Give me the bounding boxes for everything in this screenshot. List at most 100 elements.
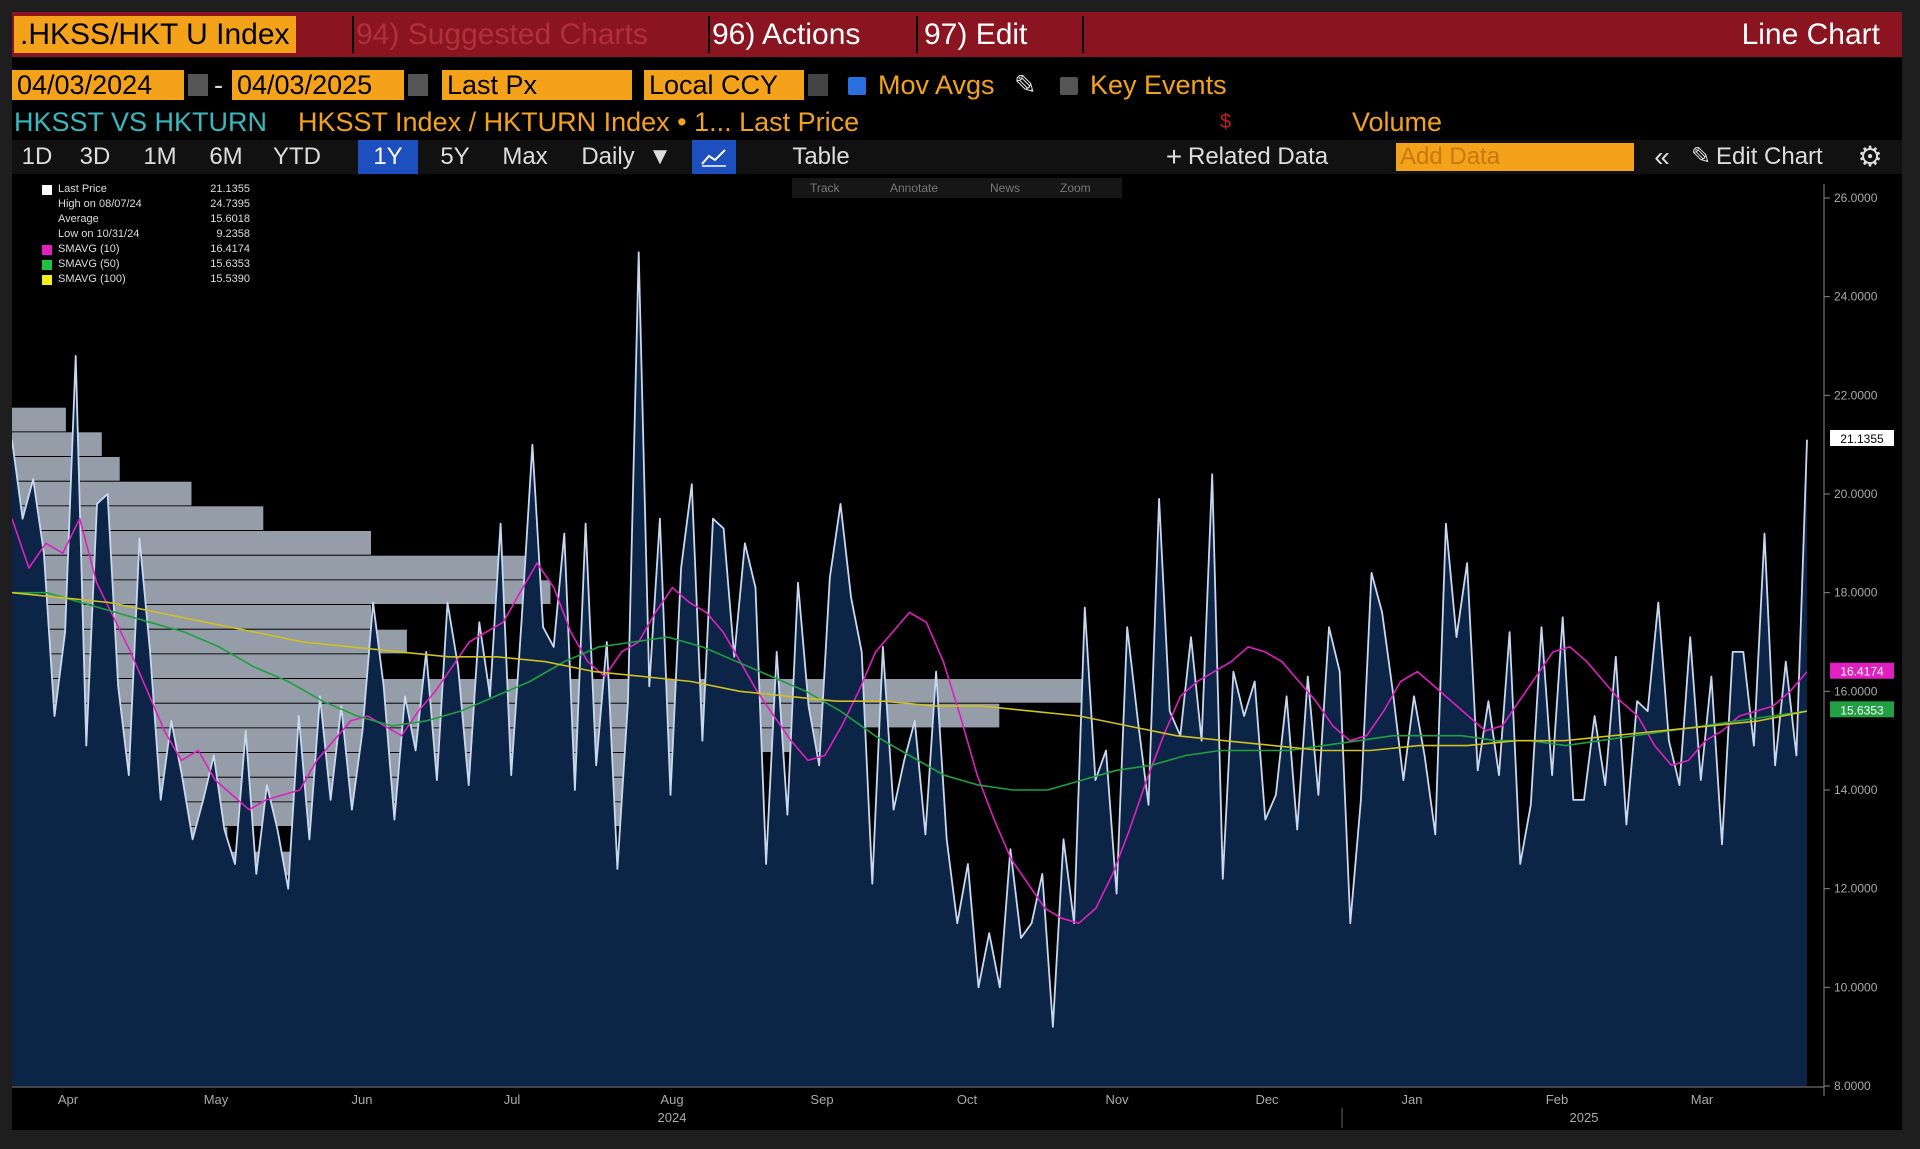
stat-label: SMAVG (50) — [58, 258, 120, 270]
period-3d-button[interactable]: 3D — [79, 143, 111, 170]
series-legend-bar: HKSST VS HKTURN HKSST Index / HKTURN Ind… — [12, 106, 1902, 138]
y-tick-label: 12.0000 — [1834, 882, 1878, 896]
period-max-button[interactable]: Max — [502, 143, 548, 170]
y-tick-label: 26.0000 — [1834, 191, 1878, 205]
chart-type-title: Line Chart — [1741, 18, 1880, 51]
y-tick-label: 18.0000 — [1834, 586, 1878, 600]
value-tag-bg — [1830, 429, 1894, 446]
stat-swatch — [42, 230, 52, 240]
stat-row: SMAVG (10) 16.4174 — [18, 242, 258, 257]
year-label: 2024 — [658, 1110, 687, 1125]
stat-swatch — [42, 200, 52, 210]
currency-symbol-icon: $ — [1220, 111, 1232, 133]
separator — [916, 16, 918, 53]
series-name: HKSST VS HKTURN — [14, 107, 268, 137]
profile-bar-17 — [12, 506, 264, 530]
chevron-down-icon[interactable]: ▼ — [648, 143, 672, 170]
related-data-button[interactable]: Related Data — [1188, 143, 1329, 170]
frequency-select[interactable]: Daily — [581, 143, 635, 170]
price-area-fill — [12, 252, 1807, 1087]
start-date-field[interactable]: 04/03/2024 — [12, 70, 184, 100]
edit-menu[interactable]: 97) Edit — [924, 18, 1028, 51]
y-tick-label: 16.0000 — [1834, 684, 1878, 698]
value-tag-label: 15.6353 — [1840, 703, 1884, 717]
stat-value: 15.6018 — [210, 213, 250, 225]
chart-toolbar: 1D 3D 1M 6M YTD 1Y 5Y Max Daily ▼ Table … — [12, 140, 1902, 174]
key-events-checkbox[interactable] — [1060, 77, 1078, 95]
stat-row: Last Price 21.1355 — [18, 182, 258, 197]
line-chart-icon[interactable] — [692, 140, 736, 174]
volume-label: Volume — [1352, 107, 1443, 137]
period-5y-button[interactable]: 5Y — [440, 143, 470, 170]
track-tool[interactable]: Track — [810, 181, 840, 195]
profile-bar-16 — [12, 531, 371, 555]
x-tick-label: Dec — [1255, 1092, 1279, 1107]
suggested-charts-menu[interactable]: 94) Suggested Charts — [356, 18, 648, 51]
x-tick-label: Aug — [660, 1092, 683, 1107]
period-ytd-button[interactable]: YTD — [273, 143, 321, 170]
y-axis: 8.0000 10.0000 12.0000 14.0000 16.0000 18.000… — [1823, 184, 1878, 1096]
price-chart[interactable]: 8.0000 10.0000 12.0000 14.0000 16.0000 18.000… — [12, 174, 1902, 1130]
edit-chart-button[interactable]: Edit Chart — [1716, 143, 1823, 170]
series-description: HKSST Index / HKTURN Index • 1... Last P… — [298, 107, 860, 137]
profile-bar-21 — [12, 407, 66, 432]
stat-swatch — [42, 260, 52, 270]
y-tick-label: 8.0000 — [1834, 1079, 1871, 1093]
y-tick-label: 22.0000 — [1834, 388, 1878, 402]
price-area — [12, 252, 1807, 1087]
profile-bar-18 — [12, 481, 192, 506]
ticker-field[interactable]: .HKSS/HKT U Index — [14, 16, 296, 53]
stat-label: Low on 10/31/24 — [58, 228, 140, 240]
profile-bar-14 — [12, 580, 551, 604]
x-axis: Apr May Jun Jul Aug Sep Oct Nov Dec Jan Feb Mar 2024… — [12, 1086, 1824, 1128]
x-tick-label: Apr — [58, 1092, 79, 1107]
stat-label: Last Price — [58, 183, 107, 195]
stat-value: 15.6353 — [210, 258, 250, 270]
collapse-icon[interactable]: « — [1654, 141, 1670, 172]
series-line-smavg-50- — [12, 591, 1808, 791]
period-6m-button[interactable]: 6M — [209, 143, 243, 170]
add-data-input[interactable]: Add Data — [1396, 143, 1634, 171]
chevron-down-icon[interactable] — [808, 74, 828, 96]
series-lines — [12, 251, 1808, 1028]
period-1d-button[interactable]: 1D — [21, 143, 53, 170]
table-button[interactable]: Table — [792, 143, 850, 170]
stat-swatch — [42, 215, 52, 225]
plus-icon[interactable]: + — [1165, 141, 1183, 172]
y-tick-label: 24.0000 — [1834, 290, 1878, 304]
zoom-tool[interactable]: Zoom — [1060, 181, 1091, 195]
x-tick-label: Jan — [1402, 1092, 1423, 1107]
stat-swatch — [42, 275, 52, 285]
bloomberg-chart-window: .HKSS/HKT U Index 94) Suggested Charts 9… — [12, 12, 1902, 1130]
profile-bar-19 — [12, 457, 120, 481]
series-line-last-price — [12, 251, 1808, 1028]
separator — [708, 16, 710, 53]
x-tick-label: May — [204, 1092, 229, 1107]
x-tick-label: Feb — [1546, 1092, 1568, 1107]
mov-avgs-label: Mov Avgs — [878, 70, 995, 100]
x-tick-label: Jul — [504, 1092, 521, 1107]
calendar-icon[interactable] — [188, 74, 208, 96]
calendar-icon[interactable] — [408, 74, 428, 96]
stat-row: Low on 10/31/24 9.2358 — [18, 227, 258, 242]
gear-icon[interactable]: ⚙ — [1857, 141, 1883, 172]
parameter-bar: 04/03/2024 - 04/03/2025 Last Px Local CC… — [12, 68, 1902, 104]
end-date-field[interactable]: 04/03/2025 — [232, 70, 404, 100]
x-tick-label: Jun — [352, 1092, 373, 1107]
annotate-tool[interactable]: Annotate — [890, 181, 939, 195]
date-separator: - — [214, 70, 223, 100]
pencil-icon[interactable]: ✎ — [1014, 70, 1037, 100]
stat-swatch — [42, 245, 52, 255]
period-1y-button[interactable]: 1Y — [358, 140, 418, 174]
x-tick-label: Oct — [957, 1092, 978, 1107]
value-tag-label: 16.4174 — [1840, 665, 1884, 679]
currency-select[interactable]: Local CCY — [644, 70, 804, 100]
actions-menu[interactable]: 96) Actions — [712, 18, 861, 51]
pencil-icon[interactable]: ✎ — [1690, 143, 1712, 170]
news-tool[interactable]: News — [990, 181, 1021, 195]
mov-avgs-checkbox[interactable] — [848, 77, 866, 95]
period-1m-button[interactable]: 1M — [143, 143, 177, 170]
price-field-select[interactable]: Last Px — [442, 70, 632, 100]
stat-row: SMAVG (100) 15.5390 — [18, 272, 258, 287]
right-value-labels: 21.1355 16.4174 15.6353 — [1830, 429, 1894, 718]
